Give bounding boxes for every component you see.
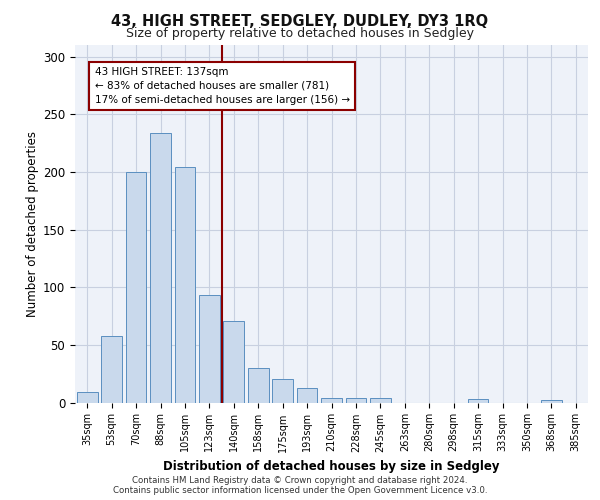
- Bar: [296, 388, 317, 402]
- Bar: [199, 295, 220, 403]
- Bar: [272, 380, 293, 402]
- Text: Contains public sector information licensed under the Open Government Licence v3: Contains public sector information licen…: [113, 486, 487, 495]
- Text: Size of property relative to detached houses in Sedgley: Size of property relative to detached ho…: [126, 28, 474, 40]
- Bar: [223, 320, 244, 402]
- Bar: [321, 398, 342, 402]
- Y-axis label: Number of detached properties: Number of detached properties: [26, 130, 39, 317]
- Bar: [150, 132, 171, 402]
- Bar: [346, 398, 367, 402]
- Bar: [541, 400, 562, 402]
- Bar: [77, 392, 98, 402]
- Bar: [125, 172, 146, 402]
- X-axis label: Distribution of detached houses by size in Sedgley: Distribution of detached houses by size …: [163, 460, 500, 473]
- Text: 43, HIGH STREET, SEDGLEY, DUDLEY, DY3 1RQ: 43, HIGH STREET, SEDGLEY, DUDLEY, DY3 1R…: [112, 14, 488, 29]
- Bar: [370, 398, 391, 402]
- Bar: [248, 368, 269, 402]
- Bar: [175, 167, 196, 402]
- Text: 43 HIGH STREET: 137sqm
← 83% of detached houses are smaller (781)
17% of semi-de: 43 HIGH STREET: 137sqm ← 83% of detached…: [95, 67, 350, 105]
- Bar: [101, 336, 122, 402]
- Bar: [467, 399, 488, 402]
- Text: Contains HM Land Registry data © Crown copyright and database right 2024.: Contains HM Land Registry data © Crown c…: [132, 476, 468, 485]
